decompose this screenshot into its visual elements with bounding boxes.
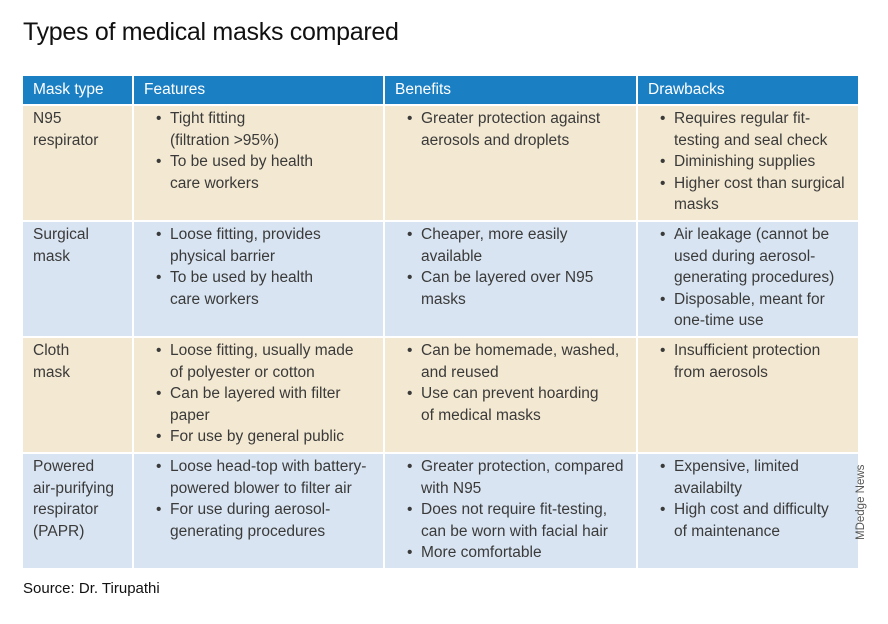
list-item: Air leakage (cannot be used during aeros… (660, 224, 852, 289)
features-list: Loose head-top with battery- powered blo… (144, 456, 377, 542)
mask-type-cell: Cloth mask (23, 335, 134, 453)
credit-label: MDedge News (855, 464, 867, 540)
list-item: Loose fitting, provides physical barrier (156, 224, 377, 267)
list-item: Insufficient protection from aerosols (660, 340, 852, 383)
features-list: Tight fitting (filtration >95%)To be use… (144, 108, 377, 194)
table-row: Cloth mask Loose fitting, usually made of… (23, 335, 858, 453)
list-item: Requires regular fit- testing and seal c… (660, 108, 852, 151)
mask-type-cell: N95 respirator (23, 104, 134, 221)
mask-type-cell: Surgical mask (23, 219, 134, 337)
list-item: Cheaper, more easily available (407, 224, 630, 267)
list-item: Does not require fit-testing, can be wor… (407, 499, 630, 542)
table-row: Surgical maskLoose fitting, provides phy… (23, 219, 858, 337)
list-item: More comfortable (407, 542, 630, 564)
header-mask-type: Mask type (23, 76, 134, 105)
benefits-list: Cheaper, more easily availableCan be lay… (395, 224, 630, 310)
drawbacks-cell: Air leakage (cannot be used during aeros… (637, 219, 858, 337)
list-item: To be used by health care workers (156, 151, 377, 194)
benefits-cell: Greater protection, compared with N95Doe… (384, 451, 638, 568)
list-item: Can be layered with filter paper (156, 383, 377, 426)
benefits-list: Can be homemade, washed, and reusedUse c… (395, 340, 630, 426)
features-cell: Loose head-top with battery- powered blo… (133, 451, 385, 568)
header-features: Features (133, 76, 385, 105)
list-item: High cost and difficulty of maintenance (660, 499, 852, 542)
drawbacks-list: Requires regular fit- testing and seal c… (648, 108, 852, 216)
benefits-list: Greater protection, compared with N95Doe… (395, 456, 630, 564)
features-cell: Loose fitting, usually made of polyester… (133, 335, 385, 453)
list-item: To be used by health care workers (156, 267, 377, 310)
drawbacks-list: Insufficient protection from aerosols (648, 340, 852, 383)
list-item: For use during aerosol- generating proce… (156, 499, 377, 542)
list-item: Greater protection, compared with N95 (407, 456, 630, 499)
source-note: Source: Dr. Tirupathi (23, 580, 160, 597)
list-item: Higher cost than surgical masks (660, 173, 852, 216)
list-item: Diminishing supplies (660, 151, 852, 173)
drawbacks-cell: Expensive, limited availabiltyHigh cost … (637, 451, 858, 568)
header-drawbacks: Drawbacks (637, 76, 858, 105)
list-item: Disposable, meant for one-time use (660, 289, 852, 332)
drawbacks-cell: Requires regular fit- testing and seal c… (637, 104, 858, 221)
list-item: Loose head-top with battery- powered blo… (156, 456, 377, 499)
list-item: Greater protection against aerosols and … (407, 108, 630, 151)
page-title: Types of medical masks compared (23, 18, 399, 46)
table-row: N95 respiratorTight fitting (filtration … (23, 104, 858, 221)
drawbacks-cell: Insufficient protection from aerosols (637, 335, 858, 453)
list-item: For use by general public (156, 426, 377, 448)
benefits-cell: Greater protection against aerosols and … (384, 104, 638, 221)
list-item: Loose fitting, usually made of polyester… (156, 340, 377, 383)
table-body: N95 respiratorTight fitting (filtration … (23, 104, 858, 568)
features-cell: Tight fitting (filtration >95%)To be use… (133, 104, 385, 221)
list-item: Use can prevent hoarding of medical mask… (407, 383, 630, 426)
list-item: Tight fitting (filtration >95%) (156, 108, 377, 151)
drawbacks-list: Expensive, limited availabiltyHigh cost … (648, 456, 852, 542)
mask-comparison-table: Mask type Features Benefits Drawbacks N9… (23, 76, 858, 568)
list-item: Can be layered over N95 masks (407, 267, 630, 310)
benefits-cell: Can be homemade, washed, and reusedUse c… (384, 335, 638, 453)
features-list: Loose fitting, provides physical barrier… (144, 224, 377, 310)
header-benefits: Benefits (384, 76, 638, 105)
table-header-row: Mask type Features Benefits Drawbacks (23, 76, 858, 105)
features-list: Loose fitting, usually made of polyester… (144, 340, 377, 448)
table-row: Powered air-purifying respirator (PAPR) L… (23, 451, 858, 568)
list-item: Expensive, limited availabilty (660, 456, 852, 499)
benefits-cell: Cheaper, more easily availableCan be lay… (384, 219, 638, 337)
benefits-list: Greater protection against aerosols and … (395, 108, 630, 151)
mask-type-cell: Powered air-purifying respirator (PAPR) (23, 451, 134, 568)
list-item: Can be homemade, washed, and reused (407, 340, 630, 383)
features-cell: Loose fitting, provides physical barrier… (133, 219, 385, 337)
drawbacks-list: Air leakage (cannot be used during aeros… (648, 224, 852, 332)
